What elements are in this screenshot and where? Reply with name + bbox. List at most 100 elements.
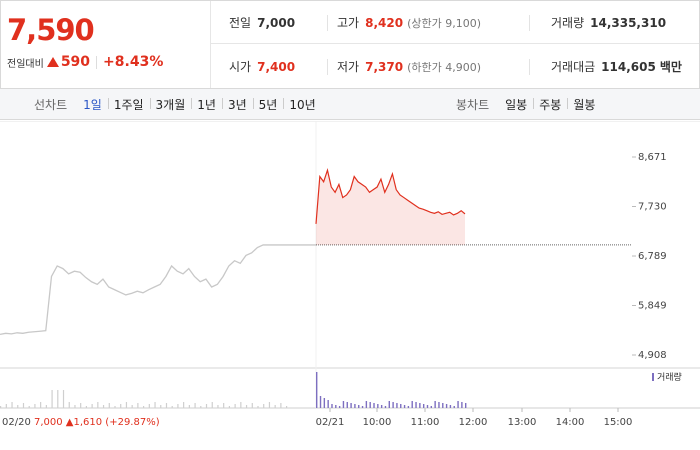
prev-volume-bar: [131, 405, 133, 408]
prev-volume-bar: [205, 404, 208, 408]
today-volume-bar: [392, 402, 394, 408]
volume-legend: 거래량: [657, 371, 682, 383]
today-volume-bar: [331, 404, 333, 408]
today-volume-bar: [380, 405, 383, 408]
today-volume-bar: [316, 372, 318, 408]
tab-1-week[interactable]: 1주일: [107, 96, 150, 113]
prev-volume-bar: [228, 406, 230, 408]
prev-day-line: [0, 244, 286, 336]
divider: [327, 59, 328, 75]
prev-volume-bar: [194, 403, 196, 408]
trade-value-label: 거래대금: [551, 60, 596, 74]
today-volume-bar: [338, 406, 341, 408]
prev-close-value: 7,000: [257, 15, 296, 30]
tab-10-years[interactable]: 10년: [283, 96, 321, 113]
today-volume-bar: [358, 405, 360, 408]
tab-1-day[interactable]: 1일: [83, 98, 102, 112]
trade-value: 114,605: [601, 59, 656, 74]
divider: [96, 55, 98, 69]
prev-volume-bar: [85, 406, 87, 408]
candle-chart-tabs: 봉차트 일봉 주봉 월봉: [456, 89, 601, 120]
y-axis-ticks: 8,671 7,730 6,789 5,849 4,908: [632, 152, 667, 361]
x-axis-ticks: 02/21 10:00 11:00 12:00 13:00 14:00 15:00 02/20…: [2, 408, 632, 428]
tab-3-months[interactable]: 3개월: [149, 96, 192, 113]
today-line: [315, 167, 466, 224]
prev-volume-bar: [274, 405, 276, 408]
tab-daily-candle[interactable]: 일봉: [505, 98, 528, 112]
prev-volume-bar: [120, 404, 122, 408]
today-volume-bar: [342, 401, 345, 408]
stat-open: 시가 7,400: [229, 45, 295, 88]
today-volume-bar: [350, 403, 352, 408]
stat-high: 고가 8,420 (상한가 9,100): [337, 1, 481, 44]
prev-volume-bar: [223, 403, 225, 408]
today-volume-bar: [403, 405, 406, 408]
prev-volume-bar: [200, 406, 202, 408]
prev-volume-bar: [286, 406, 288, 408]
tab-5-years[interactable]: 5년: [252, 96, 284, 113]
prev-volume-bar: [263, 404, 265, 408]
tab-3-years[interactable]: 3년: [221, 96, 253, 113]
prev-volume-bar: [217, 405, 219, 408]
prev-volume-bar: [177, 404, 179, 408]
today-volume-bar: [461, 402, 463, 408]
tab-monthly-candle[interactable]: 월봉: [567, 96, 601, 113]
today-volume-bar: [407, 406, 410, 408]
prev-volume-bar: [34, 404, 36, 408]
high-value: 8,420: [365, 15, 404, 30]
y-tick-label: 5,849: [638, 300, 667, 311]
prev-volume-bar: [51, 390, 53, 408]
change-amount: 590: [60, 54, 91, 70]
prev-volume-bar: [148, 404, 150, 408]
prev-volume-bar: [165, 403, 168, 408]
prev-day-series: [0, 244, 632, 336]
line-chart-tabs: 선차트 1일 1주일 3개월 1년 3년 5년 10년: [34, 89, 322, 120]
today-volume-bar: [396, 403, 398, 408]
prev-volume-bar: [160, 405, 162, 408]
x-tick-label: 02/21: [316, 417, 345, 428]
today-volume-bar: [384, 406, 387, 408]
prev-volume-bar: [143, 406, 145, 408]
today-volume-bar: [369, 402, 371, 408]
today-volume-bar: [373, 403, 375, 408]
today-volume-bar: [388, 401, 390, 408]
volume-label: 거래량: [551, 16, 585, 30]
low-label: 저가: [337, 60, 360, 74]
prev-volume-bar: [0, 406, 2, 408]
today-volume-bar: [438, 402, 440, 408]
candle-chart-title: 봉차트: [456, 98, 490, 112]
prev-volume-bar: [74, 405, 76, 408]
prev-volume-bar: [80, 403, 82, 408]
today-volume-bar: [415, 402, 417, 408]
divider: [529, 15, 530, 31]
price-chart: 8,671 7,730 6,789 5,849 4,908 02/21 10:00 11:0…: [0, 121, 700, 450]
tab-weekly-candle[interactable]: 주봉: [533, 96, 567, 113]
x-tick-label: 15:00: [604, 417, 633, 428]
volume-legend-swatch: [652, 373, 654, 381]
prev-volume-bar: [188, 405, 190, 408]
stat-trade-value: 거래대금 114,605 백만: [551, 45, 682, 88]
prev-volume-bar: [137, 403, 139, 408]
today-volume-bar: [327, 400, 329, 408]
x-tick-label: 13:00: [508, 417, 537, 428]
volume-value: 14,335,310: [590, 15, 667, 30]
trade-value-unit: 백만: [659, 60, 682, 74]
prev-close-label: 전일: [229, 16, 252, 30]
prev-volume-bar: [114, 406, 116, 408]
prev-volume-bar: [108, 403, 110, 408]
current-price: 7,590: [7, 13, 95, 47]
y-tick-label: 6,789: [638, 251, 667, 262]
today-volume-bar: [426, 405, 429, 408]
today-volume-bar: [400, 404, 402, 408]
today-volume-bar: [419, 403, 421, 408]
prev-volume-bar: [40, 402, 42, 408]
prev-volume-bar: [45, 405, 47, 408]
price-summary: 7,590 전일대비 590 +8.43%: [1, 1, 211, 88]
prev-day-info: 02/20 7,000 ▲1,610 (+29.87%): [2, 417, 160, 428]
today-volume-bar: [449, 405, 452, 408]
price-change: 전일대비 590 +8.43%: [7, 54, 163, 70]
tab-1-year[interactable]: 1년: [191, 96, 222, 113]
up-triangle-icon: [46, 57, 59, 67]
prev-volume-bar: [62, 390, 65, 408]
stat-low: 저가 7,370 (하한가 4,900): [337, 45, 481, 88]
